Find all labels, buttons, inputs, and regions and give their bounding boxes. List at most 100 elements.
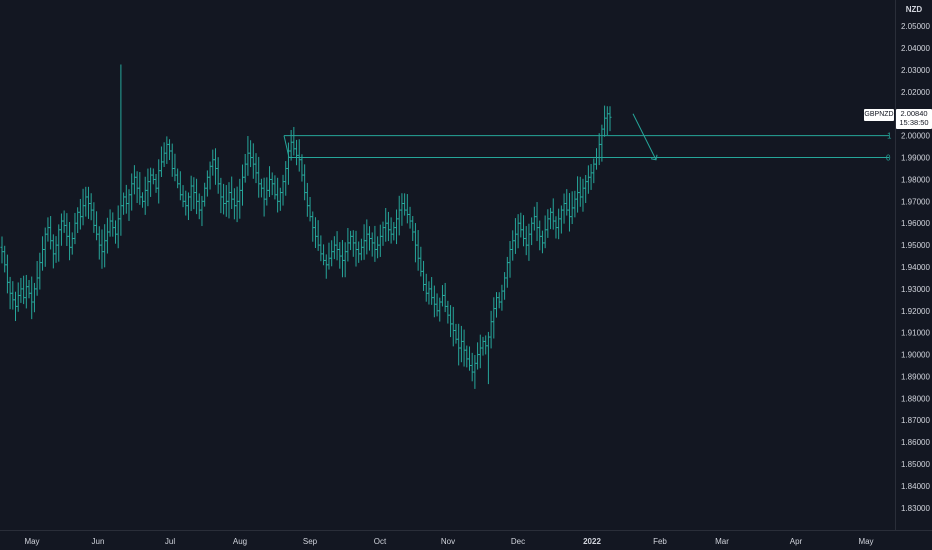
ohlc-bar: [524, 226, 528, 256]
ohlc-bar: [435, 293, 439, 317]
time-tick-label: Mar: [715, 537, 729, 546]
ohlc-bar: [532, 206, 536, 231]
ohlc-bar: [465, 345, 469, 368]
ohlc-bar: [132, 165, 136, 195]
ohlc-bar: [127, 189, 131, 221]
ohlc-bar: [186, 192, 190, 221]
level-connector: [283, 135, 290, 158]
ohlc-bar: [32, 282, 36, 313]
ohlc-bar: [200, 195, 204, 227]
ohlc-bar: [262, 177, 266, 217]
last-price: 2.00840: [900, 109, 928, 118]
ohlc-bar: [351, 230, 355, 257]
ohlc-bar: [597, 133, 601, 166]
ohlc-bar: [303, 164, 307, 201]
ohlc-bar: [584, 175, 588, 204]
ohlc-bar: [149, 167, 153, 197]
ohlc-bar: [492, 297, 496, 339]
ohlc-bar: [570, 191, 574, 225]
ohlc-bar: [365, 219, 369, 255]
drawing-tools[interactable]: 10: [283, 113, 892, 163]
ohlc-bar: [454, 323, 458, 344]
last-price-badge: 2.00840 15:38:50: [896, 109, 932, 129]
level-label-upper: 1: [887, 132, 892, 141]
ohlc-bar: [559, 205, 563, 234]
ohlc-bar: [408, 206, 412, 229]
ohlc-bar: [105, 217, 109, 254]
symbol-label: GBPNZD: [864, 111, 894, 118]
ohlc-bar: [216, 157, 220, 194]
ohlc-bar: [86, 186, 90, 219]
forecast-arrow[interactable]: [632, 113, 657, 160]
ohlc-bar: [462, 329, 466, 367]
ohlc-bar: [422, 260, 426, 291]
ohlc-bar: [192, 177, 196, 210]
ohlc-bar: [357, 241, 361, 263]
ohlc-bar: [440, 285, 444, 307]
ohlc-bar: [538, 220, 542, 251]
ohlc-bar: [27, 280, 31, 299]
ohlc-bar: [3, 245, 7, 273]
time-tick-label: Jun: [92, 537, 105, 546]
ohlc-bar: [65, 213, 69, 247]
forecast-arrow-head: [650, 154, 658, 161]
ohlc-bar: [508, 241, 512, 278]
ohlc-bar: [138, 172, 142, 205]
ohlc-bar: [240, 164, 244, 206]
ohlc-bar: [97, 226, 101, 260]
ohlc-bar: [113, 220, 117, 244]
ohlc-bar: [24, 274, 28, 309]
ohlc-bar: [184, 190, 188, 216]
ohlc-bar: [592, 158, 596, 184]
time-axis[interactable]: May Jun Jul Aug Sep Oct Nov Dec 2022 Feb Mar Apr May: [24, 537, 873, 546]
time-tick-label: 2022: [583, 537, 601, 546]
ohlc-bar: [157, 159, 161, 204]
ohlc-bar: [70, 232, 74, 255]
ohlc-bar: [319, 235, 323, 262]
price-tick-label: 1.97000: [901, 197, 930, 206]
ohlc-bar: [43, 227, 47, 267]
ohlc-bar: [340, 240, 344, 278]
ohlc-bar: [562, 193, 566, 224]
ohlc-bar: [154, 173, 158, 193]
price-tick-label: 1.91000: [901, 329, 930, 338]
ohlc-bar: [451, 306, 455, 347]
ohlc-bar: [276, 177, 280, 213]
ohlc-bar: [281, 174, 285, 206]
ohlc-bar: [19, 277, 23, 303]
ohlc-bar: [89, 193, 93, 221]
ohlc-bar: [554, 216, 558, 239]
ohlc-bar: [335, 231, 339, 261]
ohlc-bar: [38, 252, 42, 290]
ohlc-bar: [178, 171, 182, 201]
ohlc-bar: [151, 168, 155, 185]
ohlc-bar: [141, 192, 145, 208]
ohlc-bar: [122, 192, 126, 215]
ohlc-bar: [603, 105, 607, 137]
ohlc-bar: [332, 236, 336, 260]
ohlc-bar: [438, 297, 442, 322]
ohlc-bar: [392, 222, 396, 241]
ohlc-bar: [349, 230, 353, 251]
ohlc-bar: [111, 212, 115, 237]
ohlc-bar: [5, 254, 9, 294]
ohlc-bar: [600, 124, 604, 162]
ohlc-bar: [270, 172, 274, 196]
ohlc-bar: [254, 153, 258, 184]
ohlc-bar: [100, 229, 104, 269]
ohlc-bar: [76, 207, 80, 234]
price-tick-label: 2.00000: [901, 132, 930, 141]
ohlc-bar: [432, 285, 436, 318]
ohlc-bar: [546, 209, 550, 238]
price-axis[interactable]: NZD 2.050002.040002.030002.020002.010002…: [901, 5, 930, 513]
ohlc-bar: [505, 256, 509, 288]
ohlc-bar: [224, 185, 228, 217]
ohlc-bar: [346, 228, 350, 262]
ohlc-bar: [292, 126, 296, 156]
ohlc-bar: [238, 178, 242, 219]
ohlc-bar: [446, 300, 450, 324]
ohlc-bar: [478, 334, 482, 369]
ohlc-bar: [605, 106, 609, 135]
price-tick-label: 1.98000: [901, 175, 930, 184]
